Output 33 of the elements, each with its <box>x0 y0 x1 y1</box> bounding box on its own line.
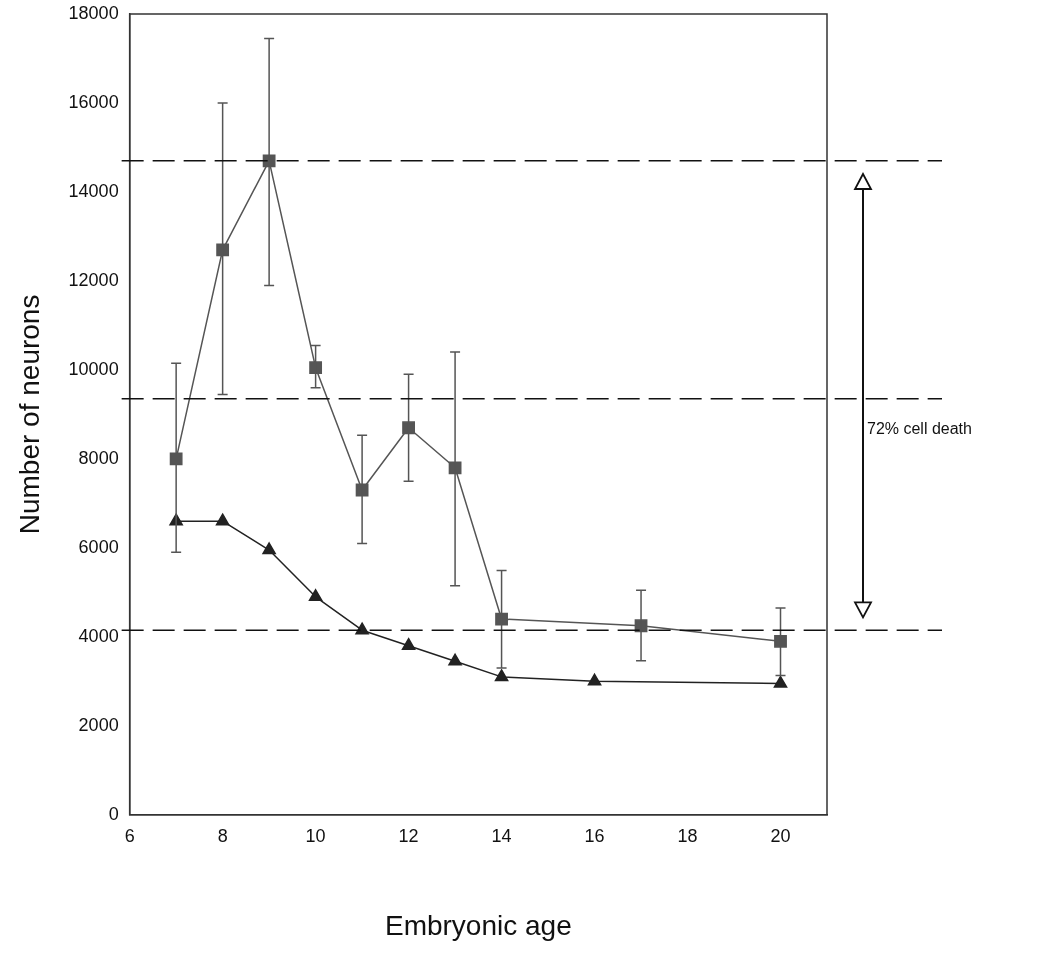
y-tick-label: 8000 <box>78 447 119 468</box>
y-tick-label: 2000 <box>78 714 119 735</box>
x-axis-title: Embryonic age <box>384 909 572 941</box>
x-tick-label: 8 <box>217 825 228 846</box>
y-tick-label: 18000 <box>68 2 119 23</box>
point <box>587 673 602 686</box>
point <box>401 637 416 650</box>
y-tick-label: 4000 <box>78 625 119 646</box>
y-tick-label: 10000 <box>68 358 119 379</box>
point <box>216 243 230 257</box>
x-tick-label: 18 <box>677 825 698 846</box>
y-axis-title: Number of neurons <box>13 294 45 535</box>
x-tick-label: 6 <box>124 825 135 846</box>
point <box>774 634 787 648</box>
x-tick-label: 12 <box>398 825 419 846</box>
point <box>773 675 788 688</box>
x-tick-label: 10 <box>305 825 326 846</box>
point <box>402 421 415 435</box>
point <box>215 513 230 526</box>
x-tick-label: 14 <box>491 825 512 846</box>
point <box>448 653 462 666</box>
text: 72% cell death <box>867 419 972 437</box>
point <box>262 542 276 555</box>
point <box>309 361 323 375</box>
y-tick-label: 12000 <box>68 269 119 290</box>
y-tick-label: 0 <box>108 803 119 824</box>
point <box>308 589 323 602</box>
x-tick-label: 16 <box>584 825 605 846</box>
y-tick-label: 16000 <box>68 91 119 112</box>
point <box>494 669 509 682</box>
y-tick-label: 6000 <box>78 536 119 557</box>
x-tick-label: 20 <box>770 825 791 846</box>
y-tick-label: 14000 <box>68 180 119 201</box>
